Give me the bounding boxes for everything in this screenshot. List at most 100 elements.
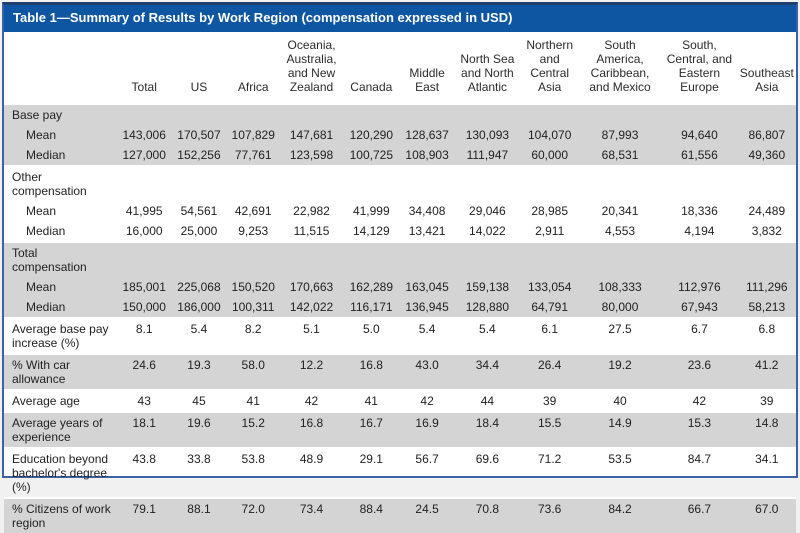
cell: 53.5	[608, 452, 632, 466]
cell: 3,832	[751, 224, 782, 238]
row-label: Education beyond bachelor's degree (%)	[12, 452, 109, 494]
cell	[738, 166, 796, 201]
cell: 15.2	[241, 416, 265, 430]
cell: 43.8	[132, 452, 156, 466]
cell: 42,691	[234, 204, 272, 218]
cell: 147,681	[289, 128, 334, 142]
cell: 48.9	[299, 452, 324, 466]
results-table: Total US Africa Oceania, Australia, and New…	[4, 32, 796, 533]
cell	[343, 166, 400, 201]
cell: 41,999	[352, 204, 390, 218]
cell: 54,561	[180, 204, 218, 218]
cell: 60,000	[531, 148, 569, 162]
cell: 73.6	[538, 502, 562, 516]
data-row: Average base pay increase (%) 8.1 5.4 8.2 5.…	[4, 318, 796, 354]
row-label: Median	[26, 224, 66, 238]
cell: 8.2	[244, 322, 262, 336]
cell: 170,507	[177, 128, 221, 142]
cell: 6.7	[691, 322, 708, 336]
cell: 86,807	[748, 128, 786, 142]
data-row: Average years of experience 18.1 19.6 15.2 1…	[4, 412, 796, 448]
cell: 111,296	[746, 280, 788, 294]
cell	[280, 242, 342, 277]
cell: 111,947	[466, 148, 509, 162]
cell	[400, 242, 454, 277]
cell: 41	[246, 394, 260, 408]
cell: 2,911	[535, 224, 565, 238]
column-header: South America, Caribbean, and Mexico	[589, 38, 651, 94]
cell	[738, 242, 796, 277]
cell: 45	[192, 394, 206, 408]
cell: 20,341	[601, 204, 639, 218]
cell	[117, 166, 172, 201]
data-row: Median 150,000 186,000 100,311 142,022 116,17…	[4, 297, 796, 318]
row-label: % Citizens of work region	[12, 502, 111, 530]
cell: 27.5	[608, 322, 632, 336]
cell: 39	[760, 394, 774, 408]
cell: 142,022	[289, 300, 334, 314]
section-row: Other compensation	[4, 166, 796, 201]
cell: 127,000	[122, 148, 166, 162]
row-label: Median	[26, 300, 66, 314]
cell: 143,006	[122, 128, 166, 142]
cell	[343, 242, 400, 277]
cell: 64,791	[531, 300, 569, 314]
row-label: Average years of experience	[12, 416, 103, 444]
cell: 29.1	[359, 452, 383, 466]
cell: 120,290	[349, 128, 393, 142]
cell: 79.1	[132, 502, 156, 516]
cell: 163,045	[405, 280, 449, 294]
section-row: Base pay	[4, 104, 796, 125]
cell: 18.4	[475, 416, 500, 430]
cell: 34,408	[408, 204, 446, 218]
cell: 19.3	[187, 358, 211, 372]
cell: 5.4	[479, 322, 496, 336]
cell	[400, 166, 454, 201]
column-header: Middle East	[409, 66, 445, 94]
cell: 18.1	[132, 416, 156, 430]
cell: 87,993	[601, 128, 639, 142]
cell: 128,880	[465, 300, 510, 314]
cell	[521, 166, 579, 201]
data-row: Education beyond bachelor's degree (%) 43…	[4, 448, 796, 498]
cell: 16.7	[359, 416, 383, 430]
cell: 43	[137, 394, 151, 408]
cell: 18,336	[681, 204, 718, 218]
cell: 41,995	[125, 204, 163, 218]
cell: 68,531	[601, 148, 639, 162]
row-label-column-header	[4, 32, 117, 104]
cell: 108,333	[598, 280, 642, 294]
cell: 34.4	[475, 358, 500, 372]
data-row: Median 16,000 25,000 9,253 11,515 14,129 13,42…	[4, 221, 796, 242]
cell: 34.1	[755, 452, 779, 466]
cell: 16,000	[125, 224, 163, 238]
cell: 14.9	[608, 416, 632, 430]
data-row: % With car allowance 24.6 19.3 58.0 12.2 16.8…	[4, 354, 796, 390]
cell: 136,945	[405, 300, 449, 314]
column-header: US	[190, 80, 208, 94]
cell: 150,000	[122, 300, 166, 314]
cell: 28,985	[531, 204, 569, 218]
cell: 116,171	[350, 300, 393, 314]
cell: 25,000	[180, 224, 218, 238]
section-row: Total compensation	[4, 242, 796, 277]
column-header: Northern and Central Asia	[526, 38, 574, 94]
cell: 56.7	[415, 452, 439, 466]
cell: 58,213	[748, 300, 786, 314]
cell	[172, 104, 226, 125]
cell: 8.1	[135, 322, 153, 336]
cell: 4,194	[684, 224, 715, 238]
cell: 42	[304, 394, 319, 408]
cell: 69.6	[475, 452, 500, 466]
cell	[400, 104, 454, 125]
cell: 100,311	[231, 300, 275, 314]
cell: 77,761	[234, 148, 272, 162]
cell: 19.2	[608, 358, 632, 372]
cell: 42	[692, 394, 707, 408]
cell: 14,129	[352, 224, 390, 238]
column-header: Canada	[350, 80, 393, 94]
cell: 61,556	[681, 148, 718, 162]
row-label: Mean	[26, 128, 57, 142]
cell	[579, 104, 661, 125]
